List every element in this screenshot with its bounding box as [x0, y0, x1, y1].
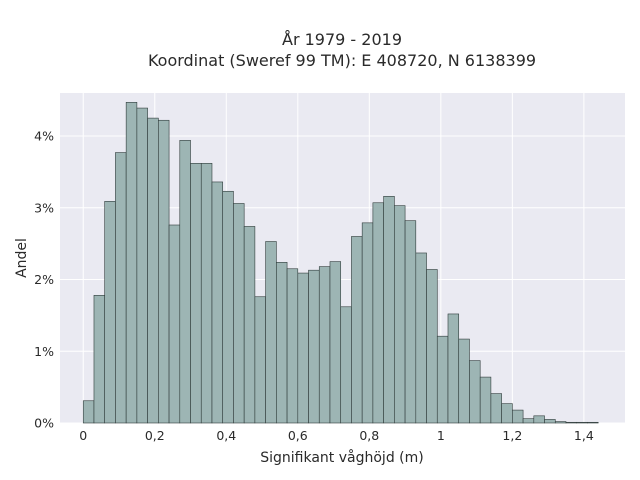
histogram-bar	[82, 400, 95, 424]
y-tick-label: 3%	[34, 200, 54, 215]
histogram-bar	[501, 403, 513, 424]
histogram-bar	[512, 409, 524, 424]
x-tick-label: 1,4	[574, 428, 594, 443]
x-axis-label: Signifikant våghöjd (m)	[260, 449, 423, 466]
x-tick-label: 0,6	[288, 428, 308, 443]
histogram-bar	[286, 268, 299, 424]
chart-title-line-1: År 1979 - 2019	[282, 30, 402, 49]
histogram-bar	[576, 421, 588, 424]
histogram-bar	[200, 163, 213, 424]
histogram-bar	[361, 222, 374, 424]
histogram-bar	[136, 107, 148, 424]
histogram-bar	[243, 226, 256, 424]
histogram-bars	[82, 102, 599, 424]
histogram-bar	[329, 261, 342, 424]
y-tick-label: 2%	[34, 272, 54, 287]
histogram-bar	[158, 119, 170, 424]
histogram-bar	[383, 196, 395, 424]
histogram-bar	[168, 224, 181, 424]
histogram-bar	[554, 421, 567, 424]
histogram-bar	[93, 295, 105, 424]
x-tick-label: 0,4	[216, 428, 236, 443]
histogram-bar	[179, 140, 191, 424]
histogram-bar	[351, 236, 363, 424]
x-tick-label: 1,2	[502, 428, 522, 443]
y-tick-label: 1%	[34, 344, 54, 359]
histogram-bar	[565, 421, 578, 424]
histogram-bar	[372, 202, 384, 424]
histogram-bar	[394, 205, 406, 424]
histogram-bar	[544, 419, 556, 424]
histogram-bar	[222, 190, 234, 424]
histogram-bar	[490, 393, 502, 424]
y-axis-ticks: 0% 1% 2% 3% 4%	[34, 129, 54, 431]
histogram-bar	[125, 102, 138, 424]
histogram-bar	[211, 181, 224, 424]
histogram-bar	[147, 117, 159, 424]
x-tick-label: 1	[437, 428, 445, 443]
x-tick-label: 0,2	[145, 428, 165, 443]
histogram-bar	[190, 163, 202, 424]
histogram-bar	[587, 421, 599, 424]
histogram-bar	[265, 241, 277, 424]
histogram-bar	[276, 262, 288, 424]
y-axis-label: Andel	[14, 238, 30, 278]
histogram-bar	[104, 201, 116, 424]
histogram-bar	[297, 272, 309, 424]
histogram-bar	[415, 252, 427, 424]
histogram-bar	[233, 203, 245, 424]
histogram-bar	[340, 306, 352, 424]
histogram-bar	[469, 360, 481, 424]
y-tick-label: 0%	[34, 416, 54, 431]
histogram-bar	[458, 338, 470, 424]
chart-title-line-2: Koordinat (Sweref 99 TM): E 408720, N 61…	[148, 51, 536, 70]
histogram-bar	[447, 313, 460, 424]
histogram-bar	[436, 335, 449, 424]
histogram-bar	[533, 415, 545, 424]
histogram-bar	[318, 266, 331, 424]
histogram-bar	[479, 376, 492, 424]
x-axis-ticks: 0 0,2 0,4 0,6 0,8 1 1,2 1,4	[79, 428, 594, 443]
histogram-bar	[254, 296, 266, 424]
y-tick-label: 4%	[34, 129, 54, 144]
histogram-bar	[308, 269, 320, 424]
histogram-bar	[115, 152, 127, 424]
histogram-bar	[522, 418, 535, 424]
histogram-bar	[426, 269, 438, 424]
x-tick-label: 0,8	[359, 428, 379, 443]
histogram-bar	[404, 220, 417, 424]
x-tick-label: 0	[79, 428, 87, 443]
